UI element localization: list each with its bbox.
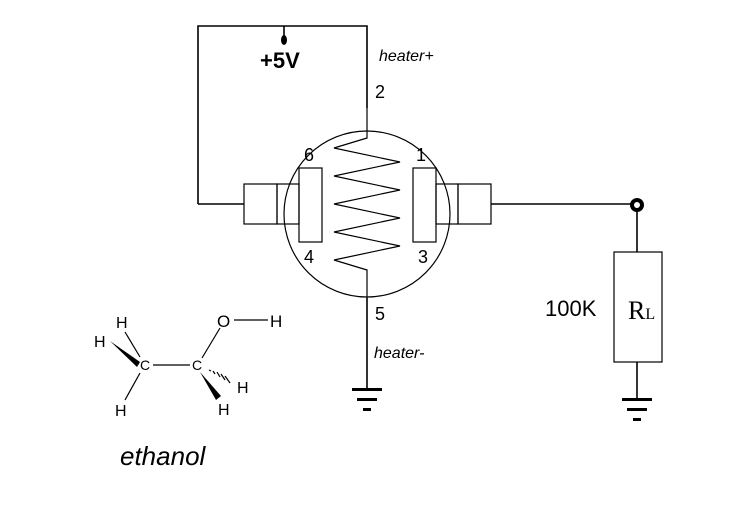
resistor-symbol-sub: L [645,306,655,323]
atom-c2: C [192,357,202,373]
c2-h-hash-bond [208,369,231,384]
c2-h-bottom-wedge-bond [200,372,221,400]
pin-6-label: 6 [304,145,314,165]
atom-h-hydroxyl: H [270,312,282,331]
c-o-bond [201,327,221,359]
atom-h-top: H [116,315,128,332]
right-connector [457,183,492,225]
supply-label: +5V [260,48,300,73]
c1-h-wedge-bond [110,341,140,367]
c1-h-top-bond [124,331,141,358]
right-electrode [412,167,437,243]
supply-terminal-dot [281,35,287,45]
atom-h-right: H [237,380,249,397]
left-connector [243,183,278,225]
pin-5-label: 5 [375,304,385,324]
supply-wire [197,25,368,204]
resistor-symbol-main: R [628,296,646,325]
load-resistor [613,251,663,363]
atom-c1: C [140,357,150,373]
pin-4-label: 4 [304,247,314,267]
heater-coil [333,108,401,298]
pin-1-label: 1 [416,145,426,165]
heater-plus-label: heater+ [379,48,434,65]
left-electrode [298,167,323,243]
atom-h-bottom-left: H [115,403,127,420]
c1-h-bottom-bond [124,372,141,401]
atom-o: O [217,312,230,331]
resistor-symbol: RL [628,296,655,325]
atom-h-bottom-right: H [218,402,230,419]
resistor-value-label: 100K [545,296,597,321]
atom-h-left: H [94,334,106,351]
ground-symbol-heater [352,388,382,411]
ethanol-structure: C C O H H H H H H [94,312,282,420]
pin-2-label: 2 [375,82,385,102]
heater-minus-label: heater- [374,345,424,362]
ground-symbol-load [622,398,652,421]
molecule-name: ethanol [120,441,207,471]
output-node-center [634,202,640,208]
pin-3-label: 3 [418,247,428,267]
